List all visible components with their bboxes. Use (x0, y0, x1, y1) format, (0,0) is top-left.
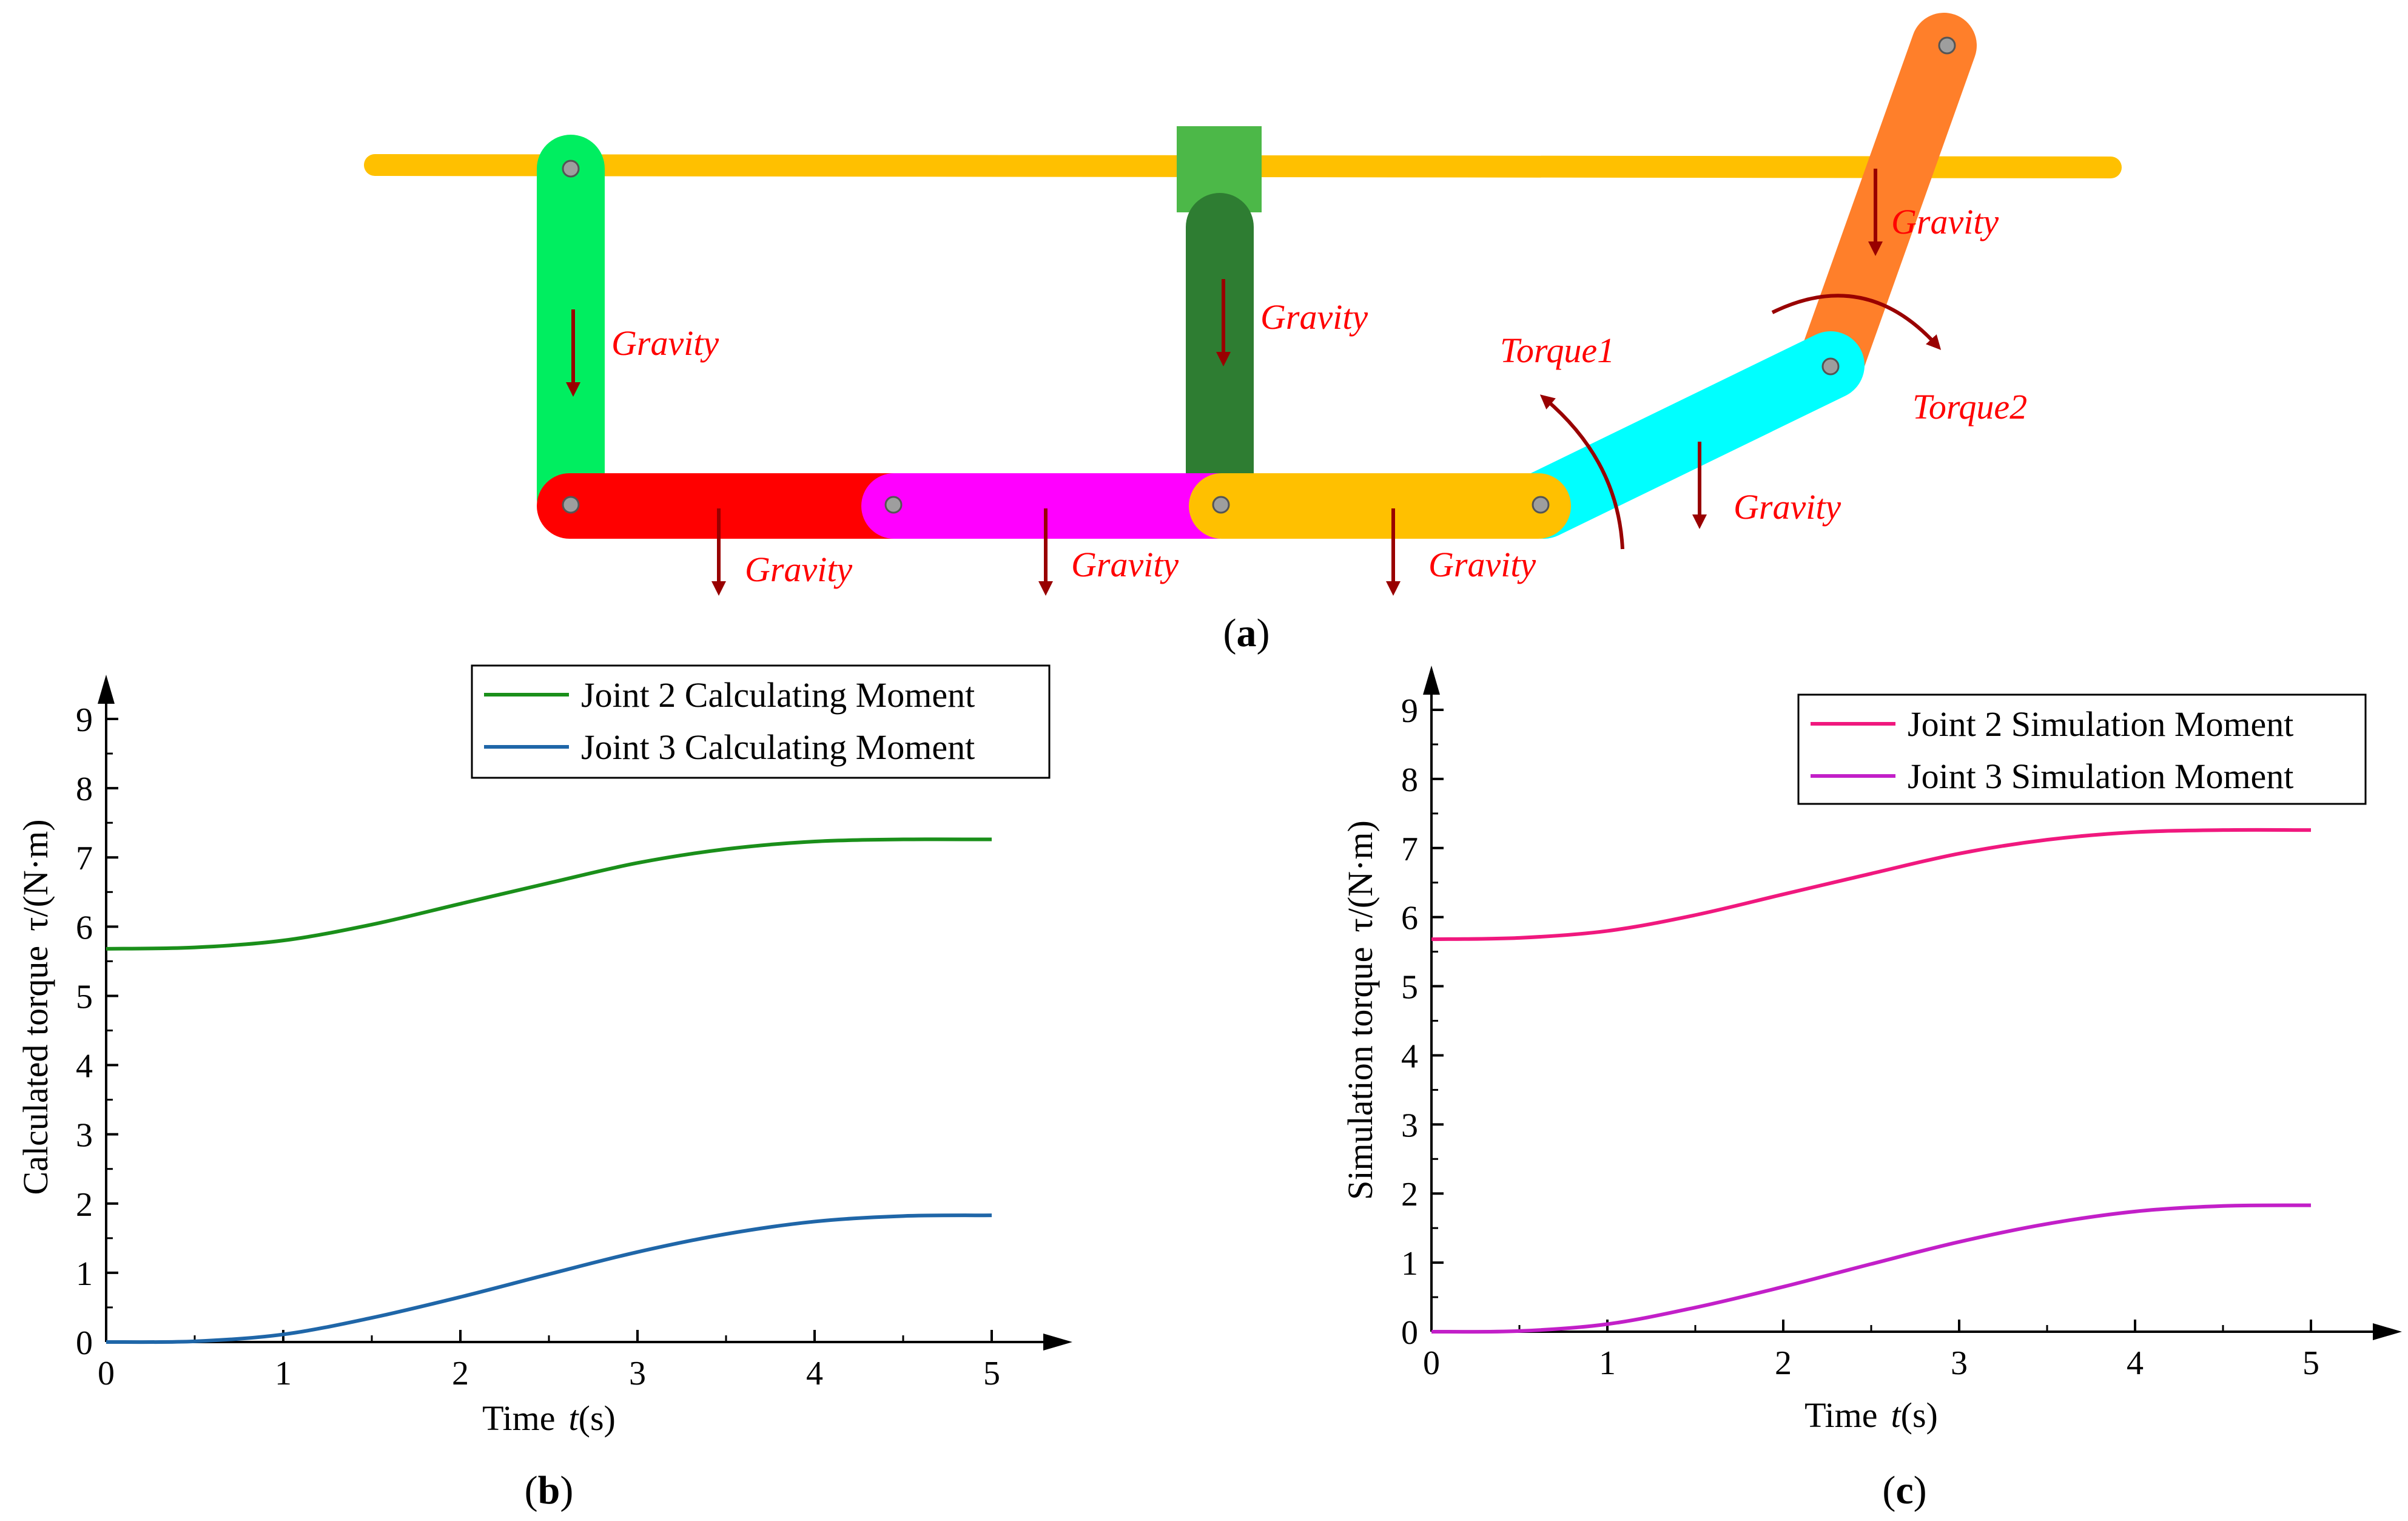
joint-pin (1532, 496, 1550, 514)
legend-label: Joint 2 Simulation Moment (1908, 704, 2293, 744)
link-dark-green-body (1186, 261, 1254, 485)
y-tick-label: 4 (76, 1048, 93, 1085)
legend-box (471, 664, 1051, 779)
y-tick-label: 5 (1401, 969, 1418, 1007)
chart-c-axes (1423, 666, 2402, 1340)
y-tick-label: 3 (1401, 1107, 1418, 1144)
chart-c-ticks: 0 1 2 3 4 5 0 1 2 3 4 5 6 7 8 9 (1401, 692, 2319, 1382)
torque-2-label: Torque2 (1912, 387, 2027, 427)
y-tick-label: 2 (76, 1186, 93, 1224)
y-tick-label: 5 (76, 978, 93, 1016)
chart-b-ylabel: Calculated torqueτ/(N·m) (16, 819, 55, 1195)
series-line-joint-3 (106, 1213, 992, 1344)
x-tick-label: 5 (983, 1355, 1000, 1392)
legend-label: Joint 3 Calculating Moment (581, 727, 975, 767)
x-tick-label: 1 (1599, 1344, 1616, 1382)
y-tick-label: 4 (1401, 1037, 1418, 1075)
chart-b-series (106, 837, 992, 1344)
y-tick-label: 7 (76, 840, 93, 877)
link-cyan (1510, 331, 1865, 539)
x-tick-label: 2 (452, 1355, 469, 1392)
joint-pin (562, 160, 580, 178)
joint-pin (1212, 496, 1230, 514)
y-tick-label: 0 (1401, 1314, 1418, 1352)
gravity-label: Gravity (1428, 545, 1536, 584)
link-red (537, 473, 925, 539)
y-axis-arrowhead (98, 675, 115, 704)
torque-1-arrow (1539, 394, 1624, 550)
torque-2-arrow (1771, 294, 1942, 350)
joint-pins (562, 36, 1956, 514)
torque-1-label: Torque1 (1500, 331, 1615, 370)
x-tick-label: 1 (275, 1355, 292, 1392)
gravity-arrows (566, 169, 1883, 596)
legend-box (1797, 693, 2367, 805)
x-axis-arrowhead (1043, 1334, 1072, 1351)
mechanism-diagram: Gravity Gravity Gravity Gravity Gravity … (364, 13, 2122, 655)
chart-b: 0 1 2 3 4 5 0 1 2 3 4 5 6 7 8 9 Joint 2 Calculating Mom… (16, 664, 1072, 1513)
panel-c-label: (c) (1882, 1468, 1926, 1513)
gravity-label: Gravity (745, 550, 852, 589)
legend-label: Joint 3 Simulation Moment (1908, 757, 2293, 796)
x-tick-label: 4 (2127, 1344, 2144, 1382)
chart-c-ylabel: Simulation torqueτ/(N·m) (1340, 820, 1380, 1200)
y-tick-label: 8 (76, 771, 93, 808)
gravity-label: Gravity (611, 323, 719, 363)
joint-pin (884, 496, 903, 514)
series-line-joint-2 (1431, 828, 2312, 942)
link-orange (1189, 473, 1571, 539)
x-tick-label: 0 (98, 1355, 115, 1392)
link-green-vertical (537, 135, 605, 532)
chart-c-legend: Joint 2 Simulation Moment Joint 3 Simulat… (1797, 693, 2367, 805)
series-line-joint-3 (1431, 1203, 2312, 1334)
joint-pin (1821, 357, 1840, 376)
chart-c: 0 1 2 3 4 5 0 1 2 3 4 5 6 7 8 9 Joint 2 Simulation Mome… (1340, 666, 2402, 1513)
gravity-label: Gravity (1734, 487, 1841, 527)
y-tick-label: 1 (76, 1255, 93, 1293)
chart-c-xlabel: Time t(s) (1804, 1395, 1938, 1435)
chart-c-series (1431, 828, 2312, 1334)
link-magenta (861, 473, 1249, 539)
panel-a-label: (a) (1223, 611, 1270, 655)
x-tick-label: 4 (806, 1355, 823, 1392)
y-tick-label: 3 (76, 1117, 93, 1155)
x-tick-label: 3 (629, 1355, 646, 1392)
x-axis-arrowhead (2373, 1323, 2402, 1340)
y-tick-label: 8 (1401, 761, 1418, 799)
link-orange-end (1798, 13, 1977, 397)
chart-b-legend: Joint 2 Calculating Moment Joint 3 Calcul… (471, 664, 1051, 779)
gravity-label: Gravity (1071, 545, 1179, 584)
gravity-label: Gravity (1891, 202, 1999, 241)
joint-pin (1938, 36, 1956, 55)
y-tick-label: 2 (1401, 1176, 1418, 1213)
y-axis-arrowhead (1423, 666, 1440, 695)
chart-b-axes (98, 675, 1072, 1351)
chart-b-ticks: 0 1 2 3 4 5 0 1 2 3 4 5 6 7 8 9 (76, 701, 1000, 1392)
y-tick-label: 9 (76, 701, 93, 739)
y-tick-label: 6 (76, 909, 93, 946)
x-tick-label: 3 (1951, 1344, 1968, 1382)
gravity-label: Gravity (1260, 297, 1368, 337)
y-tick-label: 9 (1401, 692, 1418, 730)
y-tick-label: 7 (1401, 831, 1418, 868)
x-tick-label: 5 (2302, 1344, 2319, 1382)
panel-b-label: (b) (525, 1468, 574, 1513)
x-tick-label: 0 (1423, 1344, 1440, 1382)
joint-pin (562, 496, 580, 514)
y-tick-label: 6 (1401, 900, 1418, 937)
legend-label: Joint 2 Calculating Moment (581, 675, 975, 715)
torque-arrows (1539, 294, 1942, 550)
chart-b-xlabel: Time t(s) (482, 1398, 616, 1438)
x-tick-label: 2 (1775, 1344, 1792, 1382)
y-tick-label: 0 (76, 1324, 93, 1362)
y-tick-label: 1 (1401, 1245, 1418, 1283)
series-line-joint-2 (106, 837, 992, 951)
